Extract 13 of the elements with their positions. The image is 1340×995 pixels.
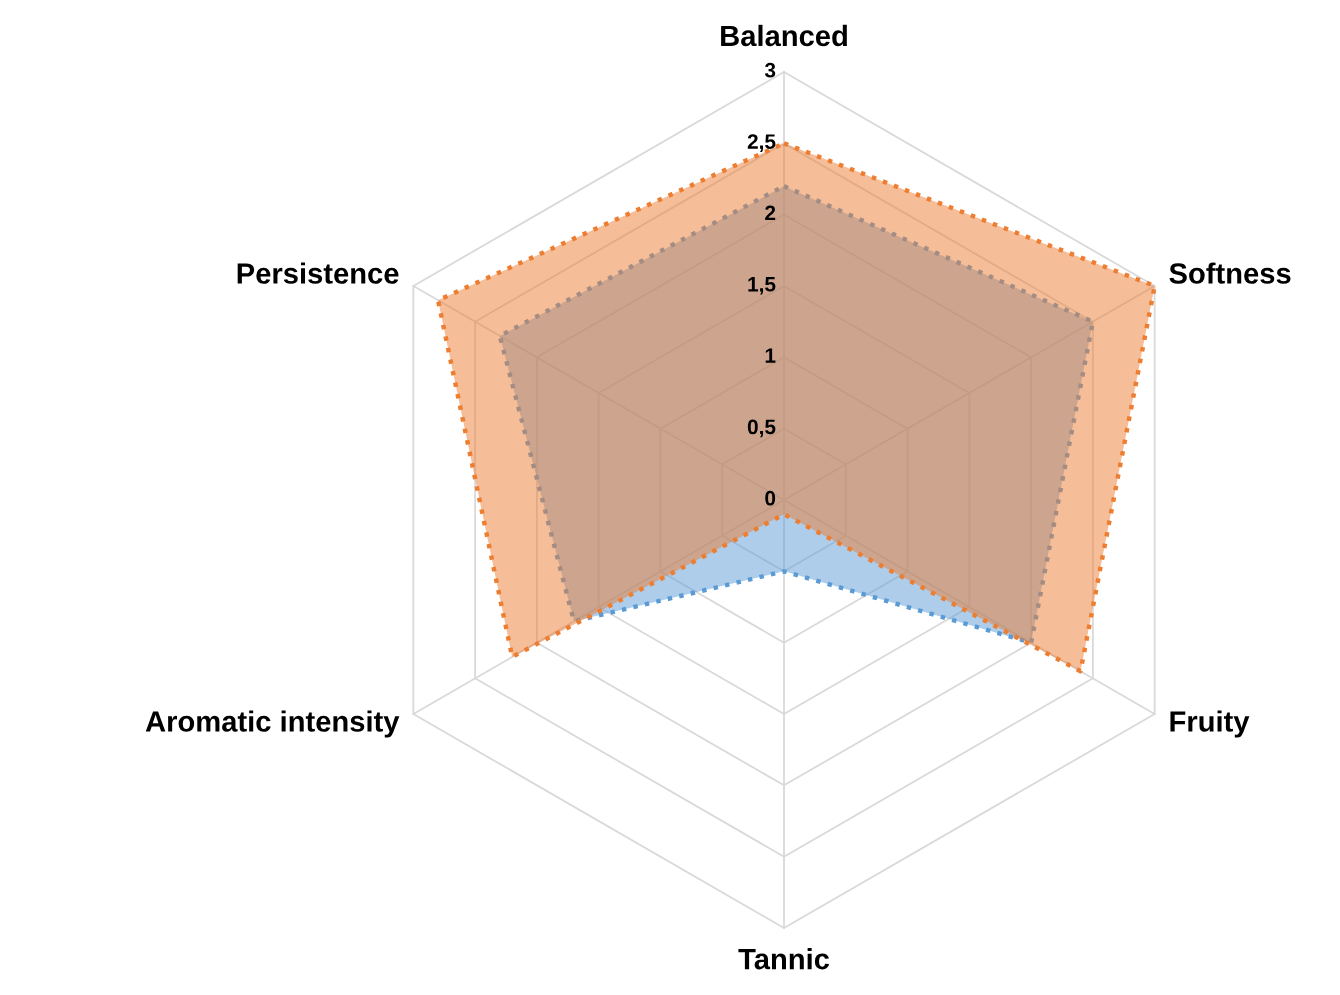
spoke-label: Softness [1169, 262, 1291, 284]
spoke-label: Fruity [1170, 710, 1250, 738]
spoke-label: Balanced [721, 24, 847, 47]
y-tick-label: 3 [764, 62, 776, 78]
spoke-label: Persistence [237, 262, 399, 284]
spoke-label: Tannic [738, 948, 830, 970]
y-tick-label: 1,5 [748, 277, 776, 295]
spoke-label: Aromatic intensity [145, 710, 400, 738]
y-tick-label: 1 [765, 348, 776, 363]
y-tick-label: 2,5 [747, 134, 776, 152]
y-tick-label: 2 [765, 205, 776, 221]
y-tick-label: 0 [765, 490, 776, 506]
y-tick-label: 0,5 [747, 419, 776, 438]
